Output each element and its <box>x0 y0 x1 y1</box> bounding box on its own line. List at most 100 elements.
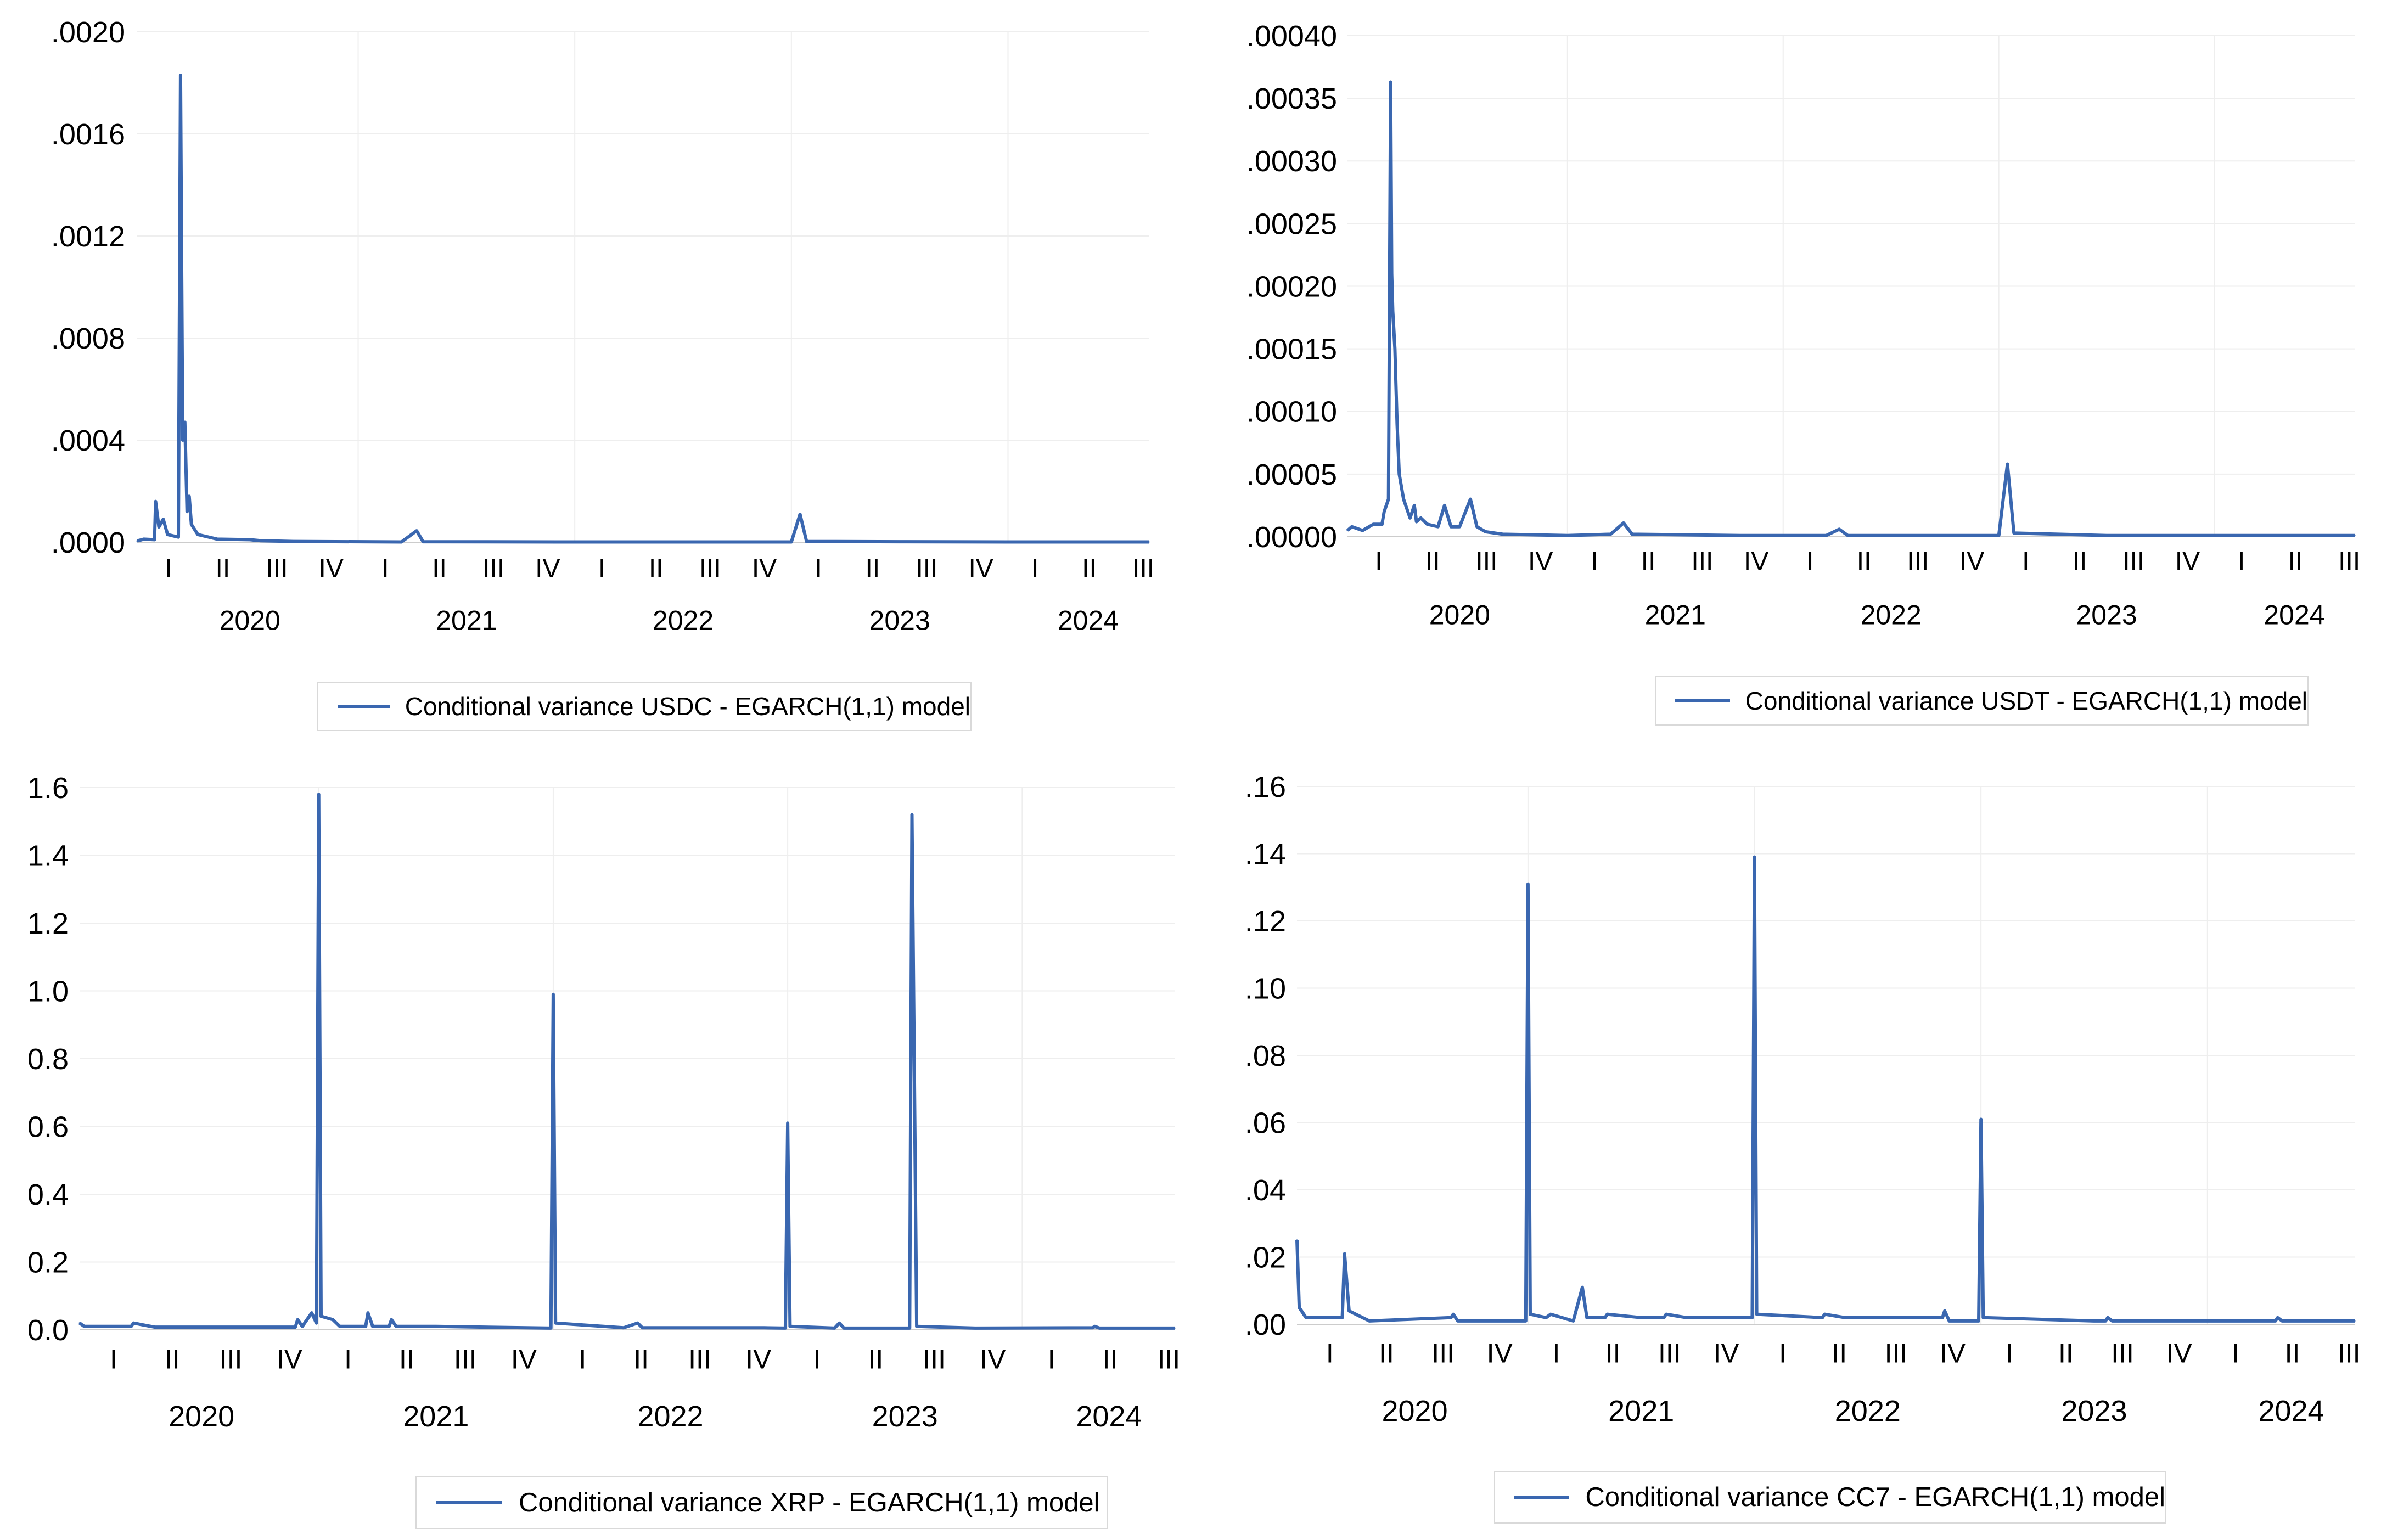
x-year-label: 2022 <box>637 1400 703 1433</box>
data-point <box>1572 1320 1574 1322</box>
x-quarter-label: III <box>2338 1338 2361 1369</box>
data-point <box>1469 498 1472 500</box>
x-quarter-label: II <box>633 1344 649 1375</box>
legend-swatch <box>338 705 390 708</box>
x-year-label: 2021 <box>1645 600 1706 631</box>
data-point <box>2105 535 2108 537</box>
data-point <box>154 1326 156 1328</box>
data-point <box>2206 1320 2209 1322</box>
data-point <box>2354 1320 2356 1322</box>
data-point <box>2275 1320 2277 1322</box>
x-year-label: 2022 <box>653 605 714 636</box>
data-point <box>1450 526 1452 528</box>
x-quarter-label: IV <box>277 1344 303 1375</box>
data-point <box>1640 1317 1642 1319</box>
x-quarter-label: I <box>1806 547 1813 576</box>
x-quarter-label: III <box>699 554 721 583</box>
x-quarter-label: I <box>2232 1338 2239 1369</box>
x-quarter-label: III <box>1431 1338 1455 1369</box>
x-quarter-label: II <box>2073 547 2087 576</box>
x-quarter-label: IV <box>752 554 777 583</box>
data-point <box>294 1326 296 1328</box>
y-tick-label: 1.6 <box>27 772 69 805</box>
data-point <box>78 1322 81 1324</box>
x-quarter-label: IV <box>1528 547 1553 576</box>
data-point <box>637 1322 639 1324</box>
x-quarter-label: I <box>815 554 822 583</box>
data-point <box>1383 510 1385 513</box>
y-tick-label: .02 <box>1245 1241 1286 1274</box>
data-point <box>401 541 402 543</box>
data-point <box>574 541 576 543</box>
data-point <box>2214 535 2216 537</box>
legend-swatch <box>436 1501 502 1504</box>
x-quarter-label: I <box>1326 1338 1334 1369</box>
legend-cc7: Conditional variance CC7 - EGARCH(1,1) m… <box>1494 1471 2166 1524</box>
legend-swatch <box>1675 699 1730 702</box>
data-point <box>1344 1252 1346 1255</box>
data-point <box>787 1122 789 1124</box>
data-point <box>1751 1317 1753 1319</box>
y-tick-label: .00030 <box>1246 145 1337 178</box>
data-point <box>1092 1327 1093 1329</box>
data-point <box>1398 473 1400 475</box>
x-year-label: 2020 <box>169 1400 234 1433</box>
data-point <box>1944 1310 1946 1312</box>
x-quarter-label: II <box>649 554 664 583</box>
data-point <box>899 541 901 543</box>
data-point <box>1622 522 1625 524</box>
x-year-label: 2022 <box>1835 1395 1901 1427</box>
x-quarter-label: III <box>482 554 504 583</box>
x-quarter-label: II <box>399 1344 414 1375</box>
x-quarter-label: II <box>865 554 880 583</box>
y-tick-label: 1.2 <box>27 907 69 940</box>
data-point <box>1444 504 1446 507</box>
data-point <box>339 1325 341 1328</box>
data-point <box>806 541 807 543</box>
y-tick-label: .16 <box>1245 771 1286 803</box>
y-tick-label: 0.0 <box>27 1314 69 1347</box>
data-point <box>843 1327 845 1329</box>
x-quarter-label: II <box>165 1344 180 1375</box>
data-point <box>2093 1320 2095 1322</box>
x-quarter-label: I <box>1779 1338 1787 1369</box>
legend-usdc: Conditional variance USDC - EGARCH(1,1) … <box>317 682 972 731</box>
data-point <box>1426 523 1428 525</box>
y-tick-label: .0008 <box>51 322 125 355</box>
x-quarter-label: I <box>1048 1344 1055 1375</box>
data-point <box>1409 517 1411 519</box>
data-point <box>1098 1327 1100 1329</box>
legend-xrp: Conditional variance XRP - EGARCH(1,1) m… <box>415 1476 1108 1529</box>
x-quarter-label: IV <box>319 554 344 583</box>
data-point <box>435 1325 437 1328</box>
y-tick-label: .00 <box>1245 1308 1286 1341</box>
y-tick-label: .00010 <box>1246 396 1337 429</box>
data-point <box>1978 1320 1980 1322</box>
legend-swatch <box>1514 1496 1569 1499</box>
data-point <box>1663 1317 1665 1319</box>
data-point <box>1148 541 1150 543</box>
data-point <box>1838 528 1840 530</box>
x-quarter-label: IV <box>968 554 993 583</box>
x-quarter-label: IV <box>980 1344 1006 1375</box>
y-tick-label: .00040 <box>1246 20 1337 53</box>
data-point <box>1391 273 1393 275</box>
data-point <box>318 793 320 795</box>
data-point <box>1094 1325 1096 1328</box>
y-tick-label: .06 <box>1245 1106 1286 1139</box>
data-point <box>1173 1327 1176 1329</box>
data-point <box>1452 1313 1455 1316</box>
x-quarter-label: III <box>1907 547 1929 576</box>
data-point <box>162 518 164 520</box>
x-quarter-label: III <box>1132 554 1154 583</box>
data-point <box>552 993 554 996</box>
data-point <box>1739 535 1741 537</box>
x-quarter-label: I <box>1553 1338 1560 1369</box>
data-point <box>332 1319 334 1320</box>
data-point <box>130 1325 132 1328</box>
x-year-label: 2021 <box>436 605 497 636</box>
